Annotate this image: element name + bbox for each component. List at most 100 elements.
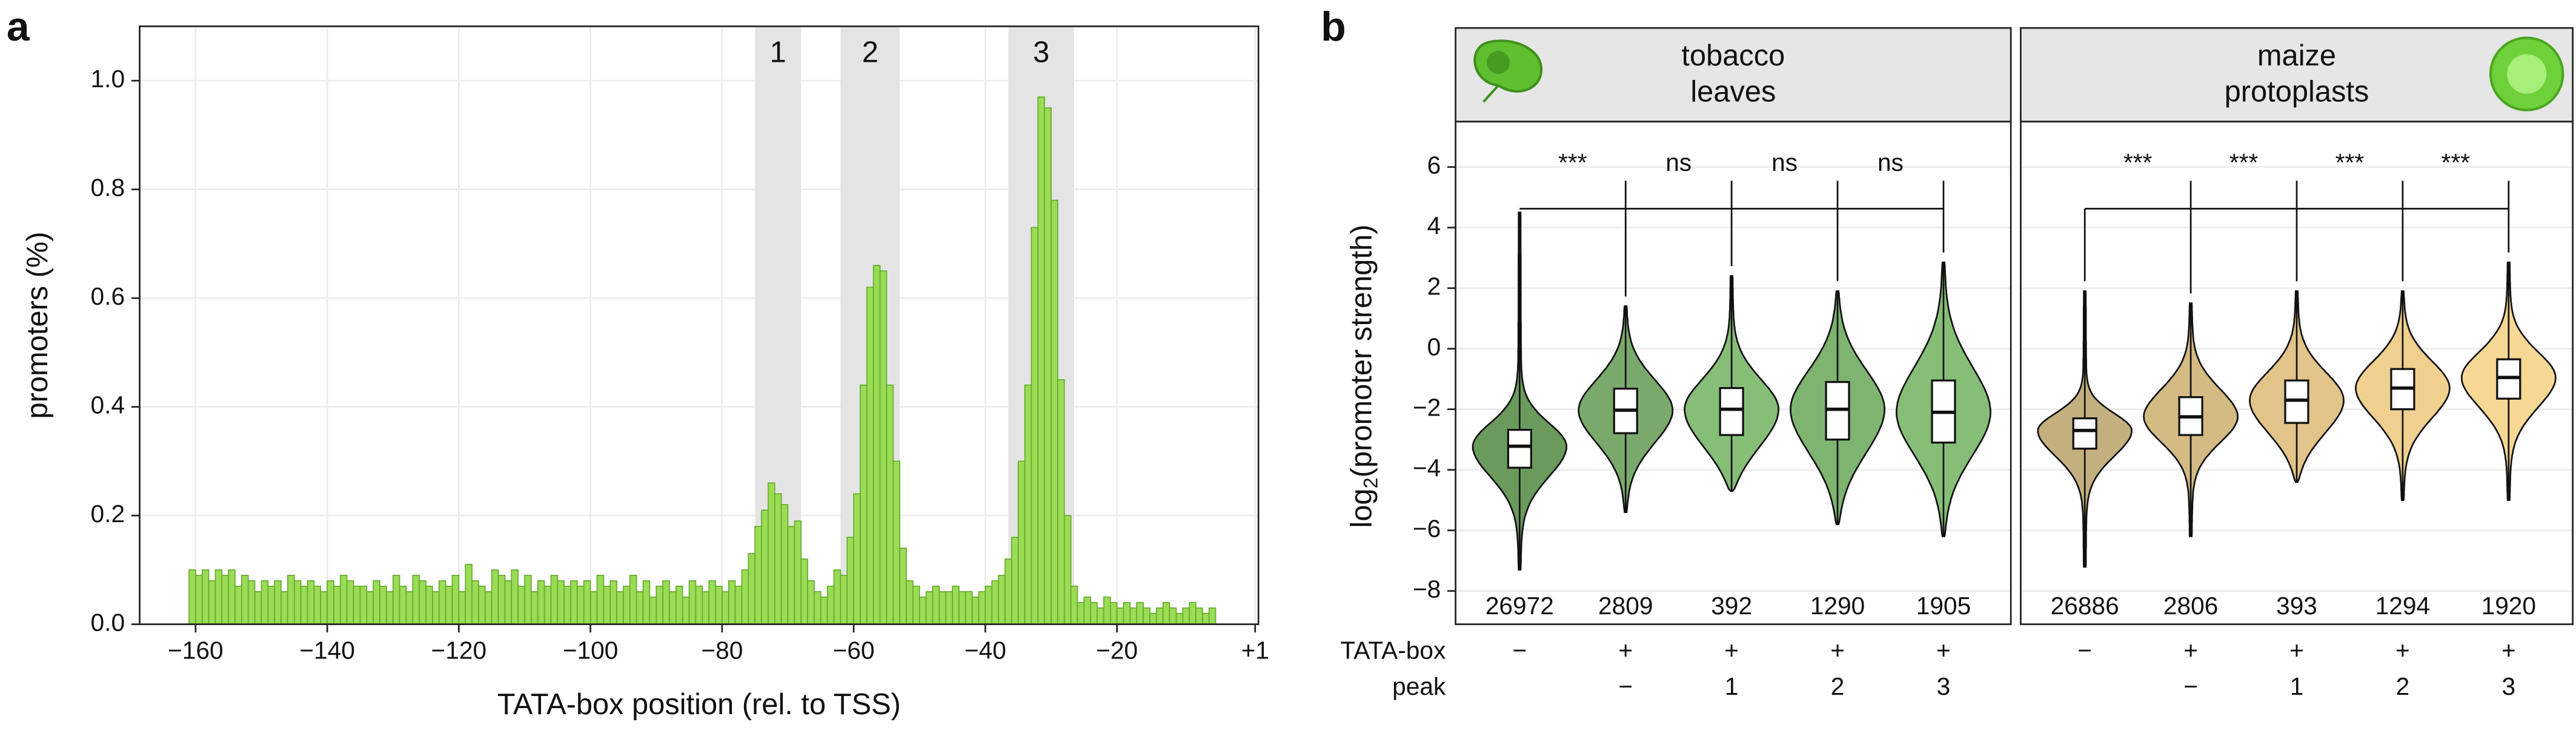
bar xyxy=(708,580,716,625)
y-axis-label-part: (promoter strength) xyxy=(1346,225,1378,478)
bar xyxy=(366,591,374,625)
bar xyxy=(715,585,723,625)
bar xyxy=(1129,607,1138,625)
tata-label: − xyxy=(2077,636,2092,664)
cell-icon-inner xyxy=(2507,54,2547,94)
peak-label: 3 xyxy=(1937,672,1951,700)
bar xyxy=(958,591,966,625)
count-label: 393 xyxy=(2276,592,2317,620)
y-axis-label-sub: 2 xyxy=(1359,477,1381,488)
x-axis-label: TATA-box position (rel. to TSS) xyxy=(497,688,901,721)
tata-label: + xyxy=(2183,636,2198,664)
bar xyxy=(800,559,808,625)
y-tick-label: −8 xyxy=(1413,575,1441,603)
bar xyxy=(1162,602,1170,625)
bar xyxy=(952,585,960,625)
bar xyxy=(912,585,920,625)
x-tick-label: −140 xyxy=(299,636,355,664)
bar xyxy=(741,569,749,625)
bar xyxy=(1004,559,1012,625)
peak-region-label: 1 xyxy=(770,36,786,68)
bar xyxy=(577,585,585,625)
box xyxy=(1719,387,1744,436)
y-tick-label: −6 xyxy=(1413,514,1441,542)
bar xyxy=(688,580,697,625)
bar xyxy=(281,591,288,625)
bar xyxy=(695,585,703,625)
bar xyxy=(1136,602,1144,625)
y-axis-label: log2(promoter strength) xyxy=(1346,225,1381,528)
bar xyxy=(853,493,861,625)
bar xyxy=(754,526,762,625)
bar xyxy=(1044,107,1052,625)
bar xyxy=(1156,607,1164,625)
bar xyxy=(734,585,743,625)
peak-label: 2 xyxy=(2396,672,2410,700)
bar xyxy=(787,526,795,625)
bar xyxy=(925,591,934,625)
significance-label: ns xyxy=(1771,148,1798,176)
bar xyxy=(820,596,828,625)
bar xyxy=(636,591,644,625)
bar xyxy=(405,591,414,625)
peak-label: 2 xyxy=(1831,672,1845,700)
y-tick-label: −2 xyxy=(1413,393,1441,421)
bar xyxy=(1051,199,1058,625)
bar xyxy=(1083,596,1091,625)
y-axis-label-part: log xyxy=(1346,488,1378,528)
tata-label: + xyxy=(1618,636,1633,664)
tata-label: + xyxy=(2289,636,2304,664)
bar xyxy=(419,580,427,625)
tata-label: + xyxy=(1936,636,1951,664)
bar xyxy=(425,585,433,625)
bar xyxy=(938,591,947,625)
bar xyxy=(208,580,216,625)
bar xyxy=(971,596,980,625)
bar xyxy=(892,460,900,625)
bar xyxy=(1057,379,1065,625)
bar xyxy=(543,585,552,625)
bar xyxy=(392,574,400,625)
bar xyxy=(307,580,315,625)
bar xyxy=(570,580,578,625)
bar xyxy=(1031,227,1039,625)
bar xyxy=(287,574,295,625)
significance-label: ns xyxy=(1665,148,1691,176)
bar xyxy=(353,585,361,625)
bar xyxy=(359,585,368,625)
bar xyxy=(438,580,446,625)
bar xyxy=(728,580,736,625)
y-tick-label: 0.0 xyxy=(91,608,125,636)
bar xyxy=(1116,607,1124,625)
bar xyxy=(616,591,624,625)
x-tick-label: −20 xyxy=(1096,636,1138,664)
significance-label: *** xyxy=(2335,148,2365,176)
bar xyxy=(1077,602,1085,625)
bar xyxy=(432,591,440,625)
bar xyxy=(373,580,380,625)
bar xyxy=(1037,96,1045,625)
bar xyxy=(484,591,493,625)
plot-frame xyxy=(2020,121,2574,625)
peak-label: 3 xyxy=(2502,672,2516,700)
panel-header xyxy=(1455,27,2012,123)
significance-label: *** xyxy=(2123,148,2153,176)
bar xyxy=(386,591,394,625)
tata-label: + xyxy=(1724,636,1739,664)
bar xyxy=(320,591,328,625)
bar xyxy=(300,585,308,625)
peak-label: − xyxy=(2183,672,2198,700)
bar xyxy=(1070,585,1078,625)
bar xyxy=(1123,602,1131,625)
bar xyxy=(932,585,940,625)
box xyxy=(2072,417,2097,450)
row-label: peak xyxy=(1392,672,1446,700)
bar xyxy=(517,585,525,625)
y-tick-label: 0.2 xyxy=(91,500,125,528)
count-label: 26886 xyxy=(2051,592,2119,620)
x-tick-label: −80 xyxy=(701,636,743,664)
bar xyxy=(241,574,249,625)
bar xyxy=(814,591,822,625)
count-label: 1290 xyxy=(1810,592,1865,620)
